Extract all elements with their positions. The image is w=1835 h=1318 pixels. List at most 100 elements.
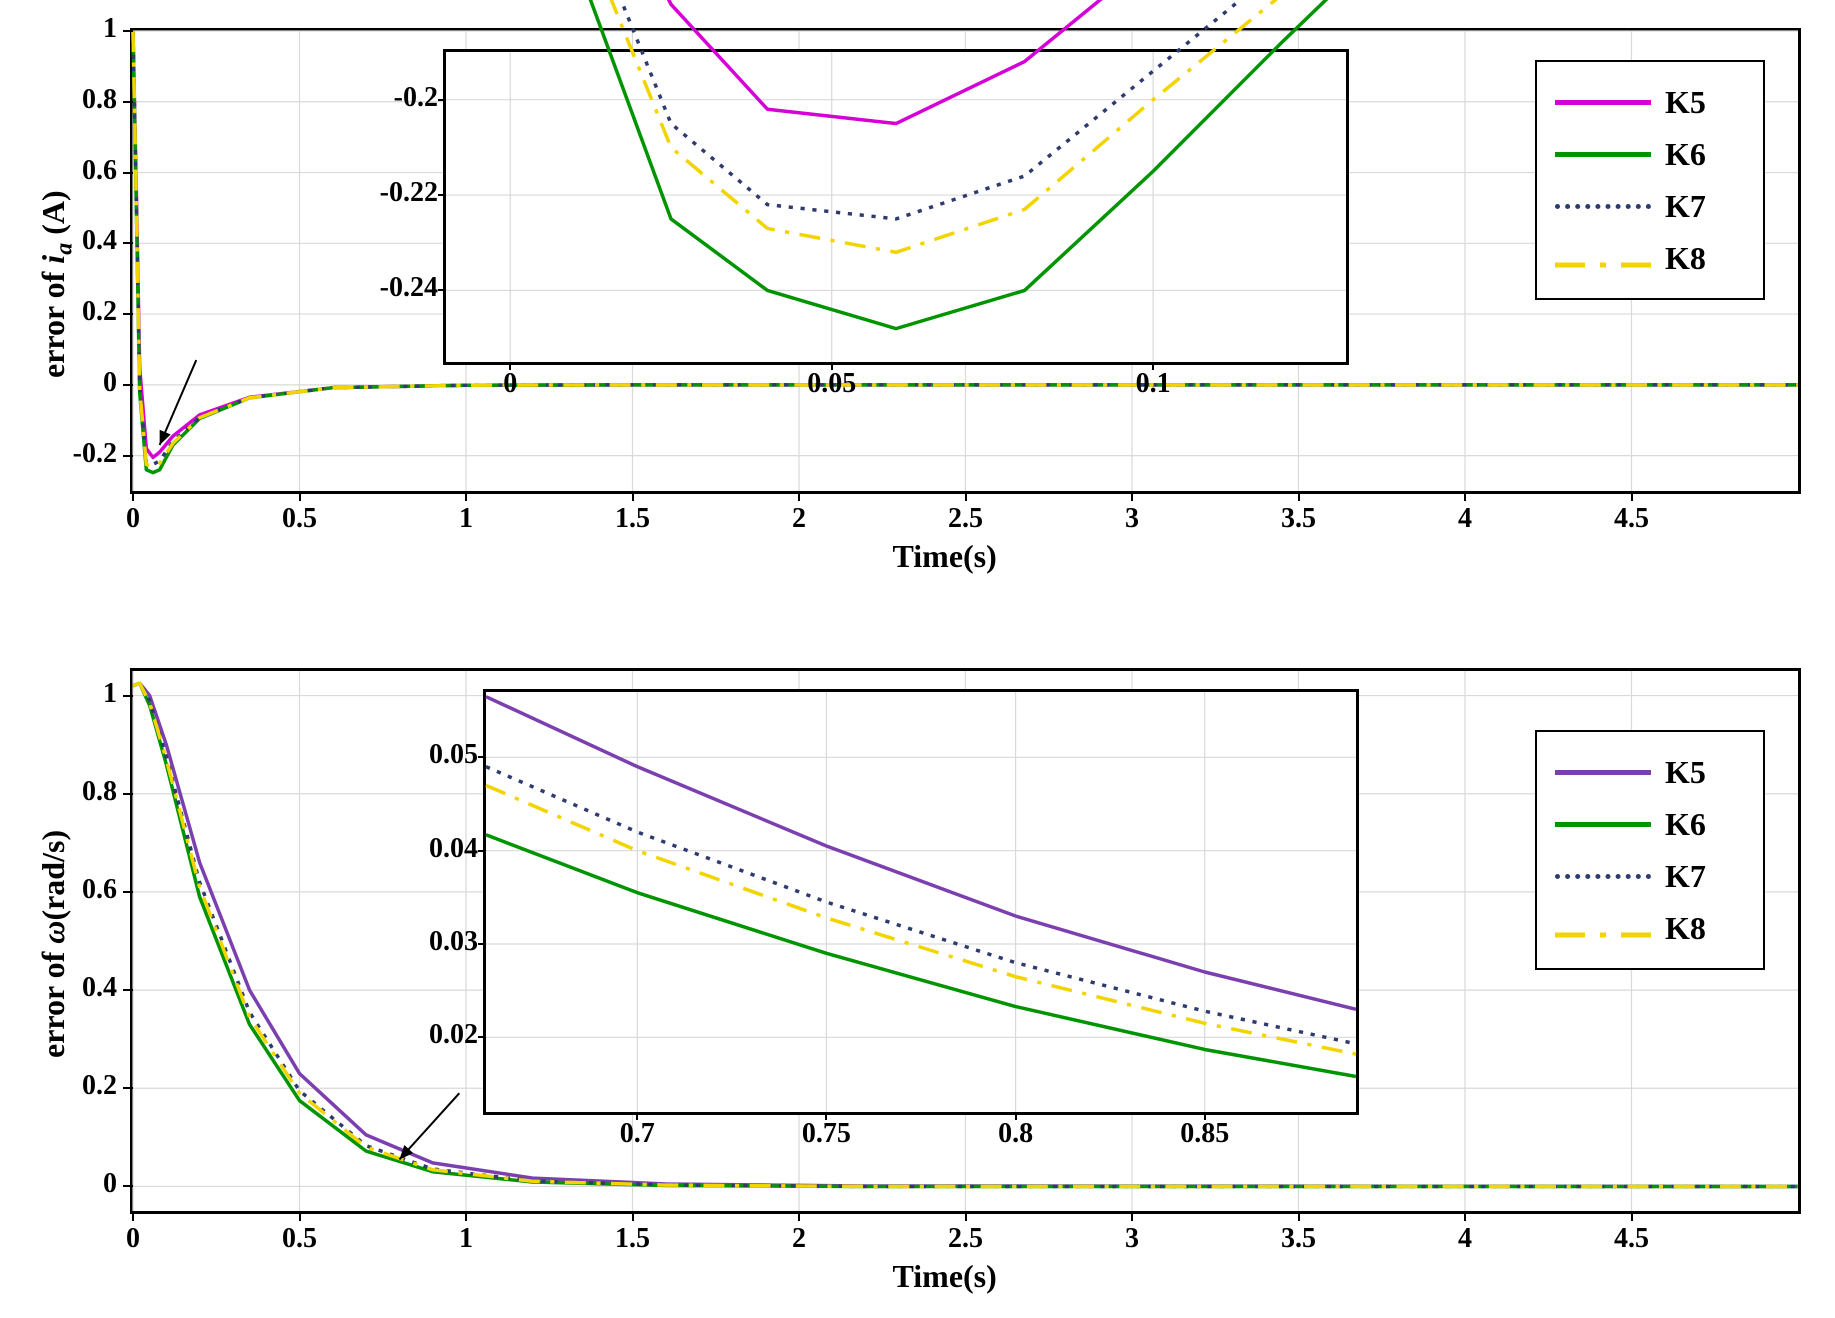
legend-label-k5: K5 xyxy=(1665,84,1706,121)
inset-ytick-mark xyxy=(438,289,446,291)
xtick-label: 0 xyxy=(103,503,163,535)
xtick-label: 3 xyxy=(1102,1223,1162,1255)
xtick-label: 0.5 xyxy=(270,503,330,535)
xtick-mark xyxy=(632,1211,634,1221)
inset-xtick-label: 0.75 xyxy=(786,1118,866,1150)
ytick-mark xyxy=(123,101,133,103)
ylabel-2-var: ω xyxy=(35,921,71,944)
inset-ytick-mark xyxy=(478,943,486,945)
xtick-mark xyxy=(1464,1211,1466,1221)
ytick-mark xyxy=(123,793,133,795)
ytick-mark xyxy=(123,455,133,457)
xtick-label: 3.5 xyxy=(1269,1223,1329,1255)
legend-swatch-k5 xyxy=(1555,100,1651,105)
ytick-label: 1 xyxy=(27,13,117,45)
ylabel-1-sub: a xyxy=(51,243,77,255)
inset-area-2: 0.70.750.80.850.020.030.040.05 xyxy=(483,689,1359,1115)
ytick-mark xyxy=(123,242,133,244)
inset-xtick-label: 0.85 xyxy=(1165,1118,1245,1150)
ylabel-2-unit: (rad/s) xyxy=(35,830,71,921)
xtick-mark xyxy=(299,491,301,501)
ytick-mark xyxy=(123,695,133,697)
xtick-label: 2 xyxy=(769,1223,829,1255)
legend-2: K5K6K7K8 xyxy=(1535,730,1765,970)
inset-xtick-mark xyxy=(1015,1112,1017,1120)
inset-ytick-mark xyxy=(438,194,446,196)
xtick-mark xyxy=(1298,1211,1300,1221)
xtick-mark xyxy=(1298,491,1300,501)
inset-xtick-mark xyxy=(636,1112,638,1120)
inset-ytick-label: 0.02 xyxy=(386,1019,478,1051)
inset-svg-2 xyxy=(486,692,1356,1112)
legend-label-k8: K8 xyxy=(1665,240,1706,277)
xtick-label: 4.5 xyxy=(1602,1223,1662,1255)
xtick-mark xyxy=(1631,1211,1633,1221)
legend-1: K5K6K7K8 xyxy=(1535,60,1765,300)
legend-label-k5: K5 xyxy=(1665,754,1706,791)
ytick-mark xyxy=(123,172,133,174)
xlabel-1-text: Time(s) xyxy=(893,538,997,574)
inset-xtick-label: 0 xyxy=(470,368,550,400)
inset-ytick-label: -0.22 xyxy=(346,177,438,209)
inset-xtick-mark xyxy=(825,1112,827,1120)
figure: 00.050.1-0.24-0.22-0.2 00.511.522.533.54… xyxy=(0,0,1835,1318)
xtick-mark xyxy=(299,1211,301,1221)
inset-xtick-mark xyxy=(509,362,511,370)
xtick-mark xyxy=(465,491,467,501)
inset-series-k5 xyxy=(575,0,1346,124)
legend-label-k7: K7 xyxy=(1665,188,1706,225)
xlabel-2-text: Time(s) xyxy=(893,1258,997,1294)
legend-item-k8: K8 xyxy=(1555,232,1745,284)
ytick-label: 0.8 xyxy=(27,776,117,808)
xtick-label: 3.5 xyxy=(1269,503,1329,535)
inset-ytick-mark xyxy=(478,756,486,758)
ylabel-2: error of ω(rad/s) xyxy=(35,830,72,1058)
inset-ytick-label: 0.05 xyxy=(386,739,478,771)
xtick-mark xyxy=(465,1211,467,1221)
inset-ytick-label: 0.04 xyxy=(386,833,478,865)
legend-swatch-k7 xyxy=(1555,204,1651,209)
xtick-label: 1 xyxy=(436,503,496,535)
xtick-mark xyxy=(132,491,134,501)
ytick-label: -0.2 xyxy=(27,438,117,470)
legend-item-k7: K7 xyxy=(1555,180,1745,232)
ytick-mark xyxy=(123,1185,133,1187)
inset-ytick-mark xyxy=(438,99,446,101)
inset-series-k8 xyxy=(486,785,1356,1054)
ytick-label: 0.8 xyxy=(27,84,117,116)
ylabel-1-unit: (A) xyxy=(35,190,71,242)
inset-ytick-mark xyxy=(478,850,486,852)
inset-ytick-label: 0.03 xyxy=(386,926,478,958)
legend-label-k7: K7 xyxy=(1665,858,1706,895)
legend-swatch-k7 xyxy=(1555,874,1651,879)
xtick-label: 1 xyxy=(436,1223,496,1255)
panel-omega-error: 0.70.750.80.850.020.030.040.05 00.511.52… xyxy=(130,668,1795,1318)
inset-svg-1 xyxy=(446,52,1346,362)
inset-xtick-label: 0.7 xyxy=(597,1118,677,1150)
xtick-mark xyxy=(798,1211,800,1221)
legend-swatch-k6 xyxy=(1555,822,1651,827)
legend-item-k5: K5 xyxy=(1555,746,1745,798)
xtick-mark xyxy=(632,491,634,501)
ylabel-1-prefix: error of xyxy=(35,264,71,378)
legend-item-k7: K7 xyxy=(1555,850,1745,902)
xtick-label: 2.5 xyxy=(936,503,996,535)
ytick-mark xyxy=(123,1087,133,1089)
legend-swatch-k8 xyxy=(1555,925,1651,931)
xtick-mark xyxy=(965,1211,967,1221)
inset-ytick-mark xyxy=(478,1036,486,1038)
inset-series-k7 xyxy=(486,767,1356,1044)
xtick-label: 1.5 xyxy=(603,503,663,535)
ytick-label: 0.2 xyxy=(27,1070,117,1102)
xlabel-1: Time(s) xyxy=(893,538,997,575)
inset-series-k6 xyxy=(486,835,1356,1077)
xtick-label: 0.5 xyxy=(270,1223,330,1255)
xtick-mark xyxy=(1131,491,1133,501)
xtick-mark xyxy=(1131,1211,1133,1221)
xtick-mark xyxy=(1631,491,1633,501)
xlabel-2: Time(s) xyxy=(893,1258,997,1295)
ylabel-1-var: i xyxy=(35,255,71,264)
xtick-mark xyxy=(1464,491,1466,501)
inset-xtick-mark xyxy=(1152,362,1154,370)
panel-ia-error: 00.050.1-0.24-0.22-0.2 00.511.522.533.54… xyxy=(130,28,1795,598)
